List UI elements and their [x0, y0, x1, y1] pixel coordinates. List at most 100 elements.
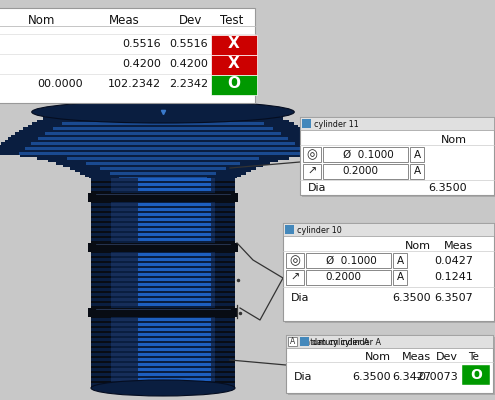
Polygon shape	[215, 378, 235, 380]
Polygon shape	[91, 358, 111, 360]
Polygon shape	[57, 112, 269, 114]
Text: Te: Te	[468, 352, 479, 362]
Polygon shape	[173, 278, 211, 280]
Polygon shape	[91, 246, 235, 248]
FancyBboxPatch shape	[410, 164, 424, 179]
Text: 2.2342: 2.2342	[169, 79, 208, 89]
Polygon shape	[215, 198, 235, 200]
Polygon shape	[173, 183, 211, 186]
Polygon shape	[15, 132, 45, 134]
Polygon shape	[91, 296, 111, 298]
Polygon shape	[23, 127, 303, 130]
Polygon shape	[298, 144, 328, 147]
Polygon shape	[91, 268, 111, 270]
Polygon shape	[91, 320, 111, 323]
Polygon shape	[91, 336, 235, 338]
Polygon shape	[173, 333, 211, 336]
Polygon shape	[91, 353, 235, 356]
Polygon shape	[138, 253, 183, 256]
Polygon shape	[91, 380, 111, 383]
Polygon shape	[173, 293, 211, 296]
Polygon shape	[173, 178, 211, 180]
Polygon shape	[173, 188, 211, 190]
Polygon shape	[216, 172, 246, 174]
Polygon shape	[138, 193, 183, 196]
Polygon shape	[38, 120, 67, 122]
FancyBboxPatch shape	[0, 8, 255, 103]
Polygon shape	[215, 230, 235, 233]
Polygon shape	[304, 150, 334, 152]
Polygon shape	[215, 258, 235, 260]
Polygon shape	[215, 206, 235, 208]
Polygon shape	[91, 270, 235, 273]
Polygon shape	[138, 378, 183, 380]
Polygon shape	[91, 238, 235, 240]
Text: 0.4200: 0.4200	[169, 59, 208, 69]
Polygon shape	[173, 363, 211, 366]
Polygon shape	[1, 142, 325, 144]
Polygon shape	[91, 373, 111, 376]
FancyBboxPatch shape	[285, 225, 495, 323]
Polygon shape	[88, 308, 238, 317]
Polygon shape	[215, 276, 235, 278]
Polygon shape	[75, 170, 105, 172]
FancyBboxPatch shape	[306, 270, 391, 285]
Polygon shape	[215, 288, 235, 290]
Polygon shape	[91, 328, 111, 330]
Polygon shape	[0, 144, 328, 147]
Polygon shape	[91, 386, 111, 388]
Polygon shape	[91, 183, 111, 186]
Polygon shape	[91, 303, 235, 306]
Polygon shape	[91, 190, 235, 193]
Polygon shape	[91, 290, 235, 293]
Polygon shape	[215, 373, 235, 376]
Polygon shape	[91, 183, 235, 186]
Polygon shape	[91, 383, 111, 386]
Text: 0.1241: 0.1241	[434, 272, 473, 282]
Text: A: A	[396, 272, 403, 282]
Polygon shape	[215, 248, 235, 250]
Polygon shape	[215, 366, 235, 368]
Polygon shape	[227, 167, 256, 170]
Polygon shape	[138, 288, 183, 290]
Text: A: A	[413, 166, 421, 176]
Polygon shape	[173, 193, 211, 196]
Polygon shape	[173, 208, 211, 210]
Polygon shape	[173, 273, 211, 276]
FancyBboxPatch shape	[288, 337, 495, 395]
Text: Nom: Nom	[365, 352, 391, 362]
Polygon shape	[264, 122, 294, 124]
Polygon shape	[91, 298, 111, 300]
Polygon shape	[91, 298, 235, 300]
Polygon shape	[67, 110, 259, 112]
Polygon shape	[173, 223, 211, 226]
Polygon shape	[173, 328, 211, 330]
Polygon shape	[138, 178, 183, 180]
Text: Ø  0.1000: Ø 0.1000	[343, 150, 394, 160]
Polygon shape	[91, 253, 235, 256]
Polygon shape	[91, 360, 111, 363]
Polygon shape	[138, 223, 183, 226]
Polygon shape	[173, 263, 211, 266]
Polygon shape	[91, 313, 111, 316]
Polygon shape	[215, 298, 235, 300]
Polygon shape	[38, 120, 289, 122]
Text: 6.3500: 6.3500	[352, 372, 391, 382]
Polygon shape	[173, 308, 211, 310]
Text: 6.3500: 6.3500	[393, 293, 431, 303]
Text: O: O	[228, 76, 241, 92]
FancyBboxPatch shape	[286, 270, 304, 285]
Polygon shape	[91, 253, 111, 256]
Polygon shape	[215, 178, 235, 180]
Polygon shape	[173, 358, 211, 360]
Polygon shape	[215, 290, 235, 293]
Polygon shape	[63, 164, 93, 167]
Polygon shape	[215, 318, 235, 320]
FancyBboxPatch shape	[285, 225, 294, 234]
Polygon shape	[233, 164, 263, 167]
Polygon shape	[138, 238, 183, 240]
Polygon shape	[91, 363, 111, 366]
Polygon shape	[91, 223, 235, 226]
Polygon shape	[20, 154, 306, 157]
Polygon shape	[288, 137, 318, 140]
